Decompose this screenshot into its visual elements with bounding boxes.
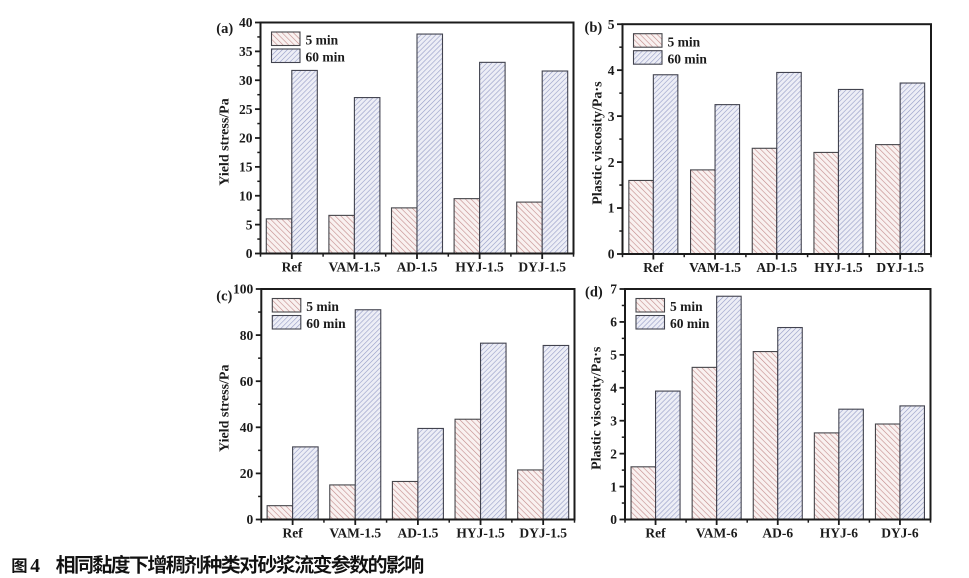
svg-text:(c): (c): [216, 289, 232, 305]
svg-text:5 min: 5 min: [306, 299, 339, 314]
svg-text:60: 60: [240, 374, 254, 389]
svg-text:AD-1.5: AD-1.5: [756, 260, 797, 275]
svg-text:3: 3: [610, 413, 617, 428]
svg-text:35: 35: [239, 44, 253, 59]
svg-text:0: 0: [608, 247, 615, 262]
svg-text:20: 20: [239, 131, 253, 146]
svg-text:0: 0: [610, 512, 617, 527]
svg-text:60 min: 60 min: [670, 316, 710, 331]
svg-text:HYJ-1.5: HYJ-1.5: [456, 526, 505, 541]
svg-text:1: 1: [608, 201, 615, 216]
svg-text:(b): (b): [585, 20, 603, 36]
svg-text:Yield stress/Pa: Yield stress/Pa: [217, 98, 232, 186]
svg-text:80: 80: [240, 328, 254, 343]
svg-text:7: 7: [610, 282, 617, 297]
svg-text:VAM-1.5: VAM-1.5: [329, 526, 381, 541]
svg-text:HYJ-6: HYJ-6: [820, 526, 858, 541]
svg-text:HYJ-1.5: HYJ-1.5: [455, 260, 504, 275]
svg-text:60 min: 60 min: [306, 316, 346, 331]
svg-text:DYJ-1.5: DYJ-1.5: [876, 260, 924, 275]
svg-text:(a): (a): [216, 21, 233, 37]
svg-text:0: 0: [246, 246, 253, 261]
svg-text:4: 4: [608, 63, 615, 78]
svg-text:DYJ-6: DYJ-6: [881, 526, 919, 541]
svg-text:Ref: Ref: [282, 260, 303, 275]
svg-text:30: 30: [239, 73, 253, 88]
svg-text:5: 5: [608, 17, 615, 32]
svg-text:4: 4: [30, 556, 40, 577]
svg-text:DYJ-1.5: DYJ-1.5: [518, 260, 566, 275]
svg-text:Ref: Ref: [643, 260, 664, 275]
svg-text:25: 25: [239, 102, 253, 117]
svg-text:HYJ-1.5: HYJ-1.5: [814, 260, 863, 275]
svg-text:3: 3: [608, 109, 615, 124]
svg-text:20: 20: [240, 466, 254, 481]
svg-text:15: 15: [239, 160, 253, 175]
svg-text:40: 40: [240, 420, 254, 435]
svg-text:4: 4: [610, 380, 617, 395]
svg-text:40: 40: [239, 15, 253, 30]
svg-text:2: 2: [608, 155, 615, 170]
svg-text:Yield stress/Pa: Yield stress/Pa: [217, 365, 232, 453]
svg-text:6: 6: [610, 315, 617, 330]
svg-text:VAM-1.5: VAM-1.5: [328, 260, 380, 275]
svg-text:DYJ-1.5: DYJ-1.5: [519, 526, 567, 541]
svg-text:VAM-6: VAM-6: [696, 526, 738, 541]
svg-text:5: 5: [610, 348, 617, 363]
svg-text:10: 10: [239, 188, 253, 203]
svg-text:Ref: Ref: [282, 526, 303, 541]
svg-text:60 min: 60 min: [306, 50, 346, 65]
svg-text:100: 100: [233, 282, 254, 297]
svg-text:60 min: 60 min: [668, 51, 708, 66]
svg-text:5 min: 5 min: [306, 33, 339, 48]
svg-text:5: 5: [246, 217, 253, 232]
svg-text:2: 2: [610, 446, 617, 461]
svg-text:Ref: Ref: [645, 526, 666, 541]
svg-text:AD-1.5: AD-1.5: [397, 260, 438, 275]
svg-text:0: 0: [247, 512, 254, 527]
svg-text:Plastic viscosity/Pa·s: Plastic viscosity/Pa·s: [591, 81, 606, 205]
svg-text:Plastic viscosity/Pa·s: Plastic viscosity/Pa·s: [589, 346, 604, 470]
svg-text:1: 1: [610, 479, 617, 494]
svg-text:AD-1.5: AD-1.5: [397, 526, 438, 541]
svg-text:5 min: 5 min: [668, 34, 701, 49]
svg-text:VAM-1.5: VAM-1.5: [689, 260, 741, 275]
svg-text:5 min: 5 min: [670, 299, 703, 314]
svg-text:(d): (d): [585, 285, 603, 301]
svg-text:AD-6: AD-6: [762, 526, 793, 541]
